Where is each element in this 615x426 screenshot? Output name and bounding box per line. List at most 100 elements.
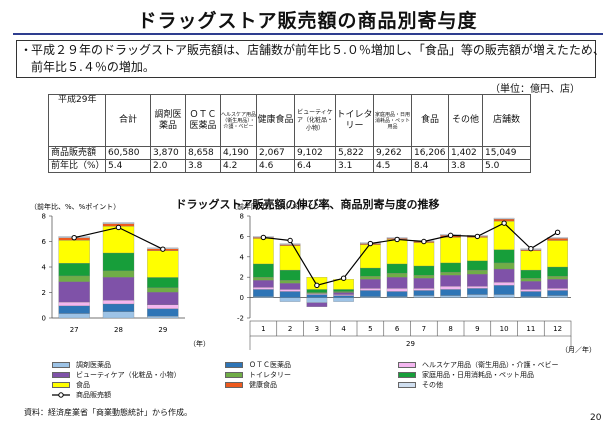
bar-segment bbox=[279, 245, 301, 271]
x-tick-label: 12 bbox=[553, 325, 562, 333]
annual-contribution-chart: （前年比、%、%ポイント） 0 2 4 6 8 27 28 29 （年） bbox=[30, 202, 210, 348]
bar-segment bbox=[102, 270, 135, 278]
bar-segment bbox=[360, 290, 381, 297]
bar-segment bbox=[279, 280, 301, 284]
bar-segment bbox=[386, 277, 408, 289]
x-tick-label: 10 bbox=[500, 325, 509, 333]
x-unit: （年） bbox=[189, 339, 210, 348]
bar-segment bbox=[58, 240, 90, 264]
x-tick-label: 27 bbox=[70, 326, 79, 334]
bar-segment bbox=[547, 290, 568, 296]
bar-segment bbox=[102, 222, 135, 224]
bar-segment bbox=[467, 288, 488, 295]
table-header-row: 平成29年 合計 調剤医薬品 ＯＴＣ医薬品 ヘルスケア用品（衛生用品）・介護・ベ… bbox=[48, 94, 531, 147]
legend-label: 健康食品 bbox=[249, 381, 277, 389]
bar-segment bbox=[467, 269, 488, 275]
bar-segment bbox=[306, 294, 328, 298]
x-tick-label: 28 bbox=[114, 326, 123, 334]
y-tick-label: -2 bbox=[237, 315, 244, 323]
legend-label: その他 bbox=[422, 381, 443, 389]
chart-section-title: ドラッグストア販売額の伸び率、商品別寄与度の推移 bbox=[175, 198, 440, 211]
bar-segment bbox=[520, 250, 542, 271]
bar-segment bbox=[493, 282, 515, 286]
y-tick-label: 8 bbox=[42, 213, 46, 221]
bar-segment bbox=[547, 279, 568, 289]
x-tick-label: 3 bbox=[315, 325, 319, 333]
bar-segment bbox=[440, 275, 461, 287]
table-cell: 9,262 bbox=[373, 146, 412, 160]
year-label: 29 bbox=[406, 340, 415, 348]
bar-segment bbox=[520, 291, 542, 297]
bar-segment bbox=[360, 279, 381, 289]
legend-item: 調剤医薬品 bbox=[52, 360, 111, 370]
y-tick-label: 6 bbox=[42, 238, 47, 246]
y-tick-label: 6 bbox=[240, 233, 245, 241]
y-tick-label: 0 bbox=[42, 315, 46, 323]
sales-growth-point bbox=[474, 233, 481, 240]
x-tick-label: 1 bbox=[261, 325, 265, 333]
x-tick-label: 7 bbox=[422, 325, 426, 333]
bar-segment bbox=[413, 295, 435, 298]
legend-item: 食品 bbox=[52, 380, 90, 390]
table-header-cell: トイレタリー bbox=[335, 94, 374, 147]
table-cell: 16,206 bbox=[411, 146, 449, 160]
sales-growth-point bbox=[528, 245, 534, 252]
bar-segment bbox=[279, 291, 301, 298]
bar-segment bbox=[386, 296, 408, 298]
bar-segment bbox=[440, 262, 461, 273]
bar-segment bbox=[102, 277, 135, 301]
bar-segment bbox=[413, 265, 435, 276]
bar-segment bbox=[520, 278, 542, 282]
table-row-label: 前年比（%） bbox=[48, 159, 106, 173]
sales-growth-point bbox=[501, 220, 507, 226]
bar-segment bbox=[547, 238, 568, 241]
sales-growth-point bbox=[160, 246, 166, 252]
axis-note: （前年比、%、%ポイント） bbox=[30, 202, 120, 211]
table-cell: 2,067 bbox=[256, 146, 295, 160]
legend-label: ＯＴＣ医薬品 bbox=[249, 361, 291, 369]
summary-line-1: 平成２９年のドラッグストア販売額は、店舗数が前年比５.０％増加し、「食品」等の販… bbox=[31, 43, 605, 57]
x-tick-label: 11 bbox=[526, 325, 535, 333]
bar-segment bbox=[360, 276, 381, 280]
bar-segment bbox=[386, 272, 408, 278]
table-cell: 4.2 bbox=[220, 159, 257, 173]
bar-segment bbox=[413, 242, 435, 267]
bar-segment bbox=[360, 288, 381, 291]
sales-growth-point bbox=[421, 238, 427, 245]
table-cell: 3.8 bbox=[448, 159, 483, 173]
bar-segment bbox=[147, 287, 179, 293]
bar-segment bbox=[386, 239, 408, 265]
bar-segment bbox=[547, 240, 568, 268]
bar-segment bbox=[467, 260, 488, 271]
legend-item: その他 bbox=[398, 380, 443, 390]
bar-segment bbox=[306, 302, 328, 307]
legend-line-swatch bbox=[52, 391, 70, 399]
sales-growth-point bbox=[260, 234, 267, 241]
bar-segment bbox=[58, 263, 90, 277]
table-header-cell: 調剤医薬品 bbox=[150, 94, 186, 147]
table-cell: 1,402 bbox=[448, 146, 483, 160]
bar-segment bbox=[386, 263, 408, 274]
table-cell: 9,102 bbox=[294, 146, 336, 160]
bar-segment bbox=[440, 286, 461, 290]
bar-segment bbox=[467, 274, 488, 287]
bar-segment bbox=[58, 281, 90, 303]
legend-swatch bbox=[225, 372, 243, 378]
legend-label: 商品販売額 bbox=[76, 391, 111, 399]
bar-segment bbox=[279, 297, 301, 302]
table-cell: 5,822 bbox=[335, 146, 374, 160]
bar-segment bbox=[360, 296, 381, 298]
bar-segment bbox=[333, 289, 354, 292]
legend-label: ヘルスケア用品（衛生用品）・介護・ベビー bbox=[422, 361, 559, 369]
sales-growth-point bbox=[394, 236, 400, 243]
bar-segment bbox=[147, 277, 179, 288]
bar-segment bbox=[493, 262, 515, 270]
legend-label: 食品 bbox=[76, 381, 90, 389]
y-tick-label: 4 bbox=[42, 264, 47, 272]
y-tick-label: 8 bbox=[240, 213, 244, 221]
sales-table: 平成29年 合計 調剤医薬品 ＯＴＣ医薬品 ヘルスケア用品（衛生用品）・介護・ベ… bbox=[48, 94, 531, 173]
bar-segment bbox=[58, 313, 90, 319]
bar-segment bbox=[253, 263, 274, 278]
legend-item: トイレタリー bbox=[225, 370, 291, 380]
legend-swatch bbox=[225, 382, 243, 388]
